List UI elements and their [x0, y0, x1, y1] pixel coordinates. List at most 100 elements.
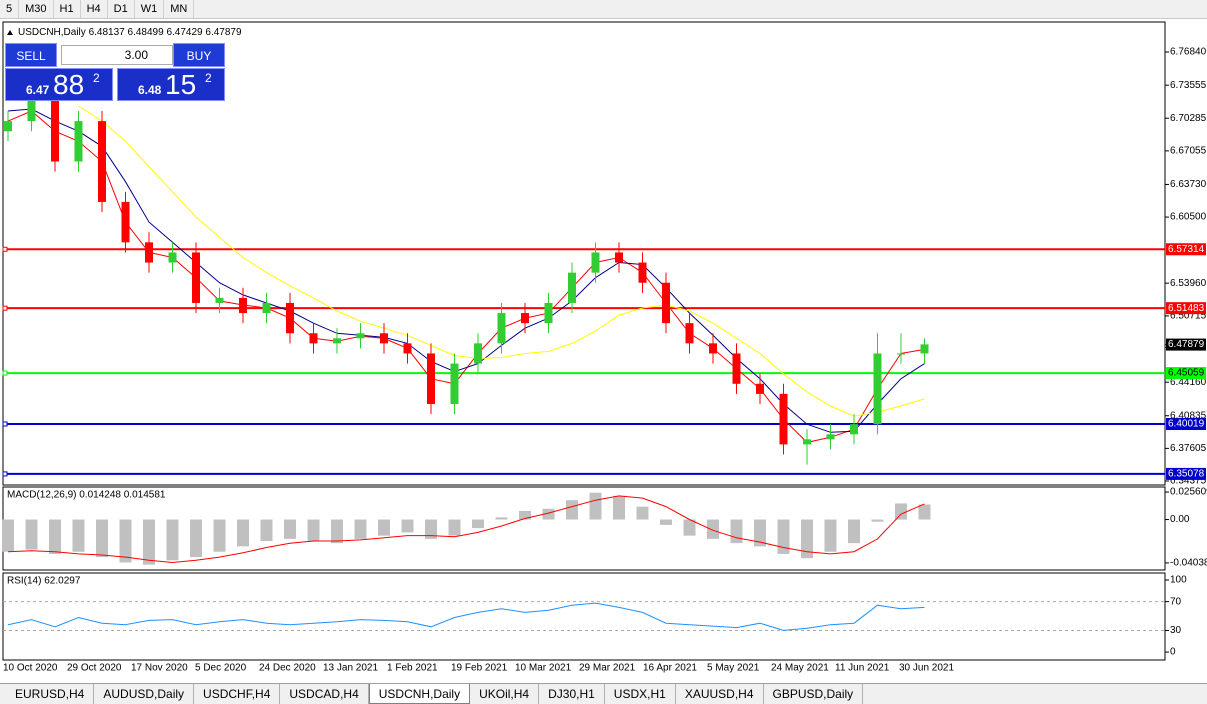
candle-body	[51, 100, 59, 162]
y-tick-label: 6.63730	[1170, 179, 1207, 190]
moving-average	[78, 105, 925, 417]
candle-body	[145, 242, 153, 263]
time-label: 29 Oct 2020	[67, 663, 122, 674]
candle-body	[497, 313, 506, 344]
candle-body	[474, 343, 482, 364]
close: 6.47879	[205, 27, 242, 38]
macd-bar	[213, 519, 226, 552]
candle-body	[779, 393, 788, 445]
low: 6.47429	[166, 27, 203, 38]
candle-body	[121, 201, 130, 243]
level-price-label: 6.57314	[1168, 244, 1205, 255]
timeframe-button[interactable]: 5	[0, 0, 20, 18]
buy-button[interactable]: BUY	[173, 43, 225, 67]
chart-tab[interactable]: EURUSD,H4	[6, 684, 95, 704]
macd-bar	[542, 508, 555, 520]
symbol-header: USDCNH,Daily 6.48137 6.48499 6.47429 6.4…	[18, 27, 242, 38]
level-handle	[2, 246, 8, 252]
sell-price-big: 6.47	[26, 83, 50, 97]
y-tick-label: 0.00	[1170, 514, 1190, 525]
chart-tab[interactable]: USDCNH,Daily	[368, 684, 471, 704]
chart-tab[interactable]: AUDUSD,Daily	[94, 684, 195, 704]
candle-body	[732, 353, 741, 384]
candle-body	[403, 343, 412, 354]
sell-price-pips: 88	[53, 69, 85, 100]
chart-window: MACD(12,26,9) 0.014248 0.014581 RSI(14) …	[2, 21, 1207, 674]
timeframe-button[interactable]: H1	[54, 0, 81, 18]
candle-body	[239, 297, 247, 314]
candle-body	[427, 353, 435, 404]
level-price-label: 6.40019	[1168, 419, 1205, 430]
macd-bar	[166, 519, 179, 561]
time-label: 10 Oct 2020	[3, 663, 58, 674]
candle-body	[591, 252, 600, 273]
y-tick-label: 6.67055	[1170, 145, 1207, 156]
chart-tab[interactable]: UKOil,H4	[470, 684, 540, 704]
time-label: 10 Mar 2021	[515, 663, 572, 674]
chart-tab[interactable]: USDCHF,H4	[194, 684, 281, 704]
rsi-pane	[2, 572, 1166, 661]
macd-bar	[683, 519, 696, 536]
macd-bar	[707, 519, 719, 539]
timeframe-button[interactable]: MN	[164, 0, 195, 18]
y-tick-label: 6.76840	[1170, 47, 1207, 58]
chart-tab[interactable]: USDCAD,H4	[280, 684, 369, 704]
candle-body	[897, 353, 905, 355]
macd-bar	[730, 519, 743, 544]
candle-body	[74, 121, 83, 162]
timeframe-button[interactable]: M30	[19, 0, 54, 18]
timeframe-button[interactable]: W1	[135, 0, 165, 18]
buy-price[interactable]: 6.48 15 2	[117, 68, 225, 101]
candle-body	[356, 333, 365, 339]
candle-body	[685, 323, 694, 344]
chart-tab[interactable]: GBPUSD,Daily	[764, 684, 864, 704]
macd-bar	[754, 519, 766, 547]
candle-body	[803, 439, 811, 445]
sell-button[interactable]: SELL	[5, 43, 57, 67]
candle-body	[826, 434, 835, 440]
time-label: 24 May 2021	[771, 663, 829, 674]
time-label: 1 Feb 2021	[387, 663, 438, 674]
open: 6.48137	[89, 27, 126, 38]
timeframe-button[interactable]: H4	[81, 0, 108, 18]
candle-body	[215, 297, 224, 303]
main-pane	[2, 21, 1166, 486]
collapse-arrow	[7, 30, 13, 35]
volume-input[interactable]: 3.00	[61, 45, 173, 65]
macd-bar	[190, 519, 202, 558]
time-label: 29 Mar 2021	[579, 663, 636, 674]
chart-tab[interactable]: USDX,H1	[605, 684, 676, 704]
y-tick-label: 6.40835	[1170, 410, 1207, 421]
chart-tab[interactable]: DJ30,H1	[539, 684, 605, 704]
y-tick-label: 0.025609	[1170, 487, 1207, 498]
level-handle	[2, 370, 8, 376]
candle-body	[709, 343, 717, 354]
macd-bar	[307, 519, 320, 542]
macd-bar	[824, 519, 837, 552]
macd-bar	[143, 519, 155, 565]
time-label: 13 Jan 2021	[323, 663, 378, 674]
level-price-box	[1166, 467, 1206, 480]
macd-bar	[72, 519, 85, 552]
candle-body	[309, 333, 318, 344]
macd-bar	[49, 519, 61, 554]
candle-body	[333, 338, 341, 344]
timeframe-toolbar: 5 M30 H1 H4 D1 W1 MN	[0, 0, 1207, 19]
candle-body	[920, 344, 929, 354]
y-tick-label: 70	[1170, 596, 1182, 607]
macd-bar	[495, 517, 508, 520]
candle-body	[521, 313, 529, 324]
y-tick-label: 6.34375	[1170, 476, 1207, 487]
macd-bar	[613, 495, 625, 520]
timeframe-button[interactable]: D1	[108, 0, 135, 18]
level-price-label: 6.51483	[1168, 303, 1205, 314]
sell-price[interactable]: 6.47 88 2	[5, 68, 113, 101]
level-handle	[2, 421, 8, 427]
one-click-trading: SELL 3.00 BUY 6.47 88 2 6.48 15 2	[5, 43, 225, 101]
macd-bar	[660, 519, 672, 525]
candle-body	[638, 262, 647, 283]
time-label: 24 Dec 2020	[259, 663, 316, 674]
moving-average	[7, 108, 925, 433]
chart-tab[interactable]: XAUUSD,H4	[676, 684, 764, 704]
